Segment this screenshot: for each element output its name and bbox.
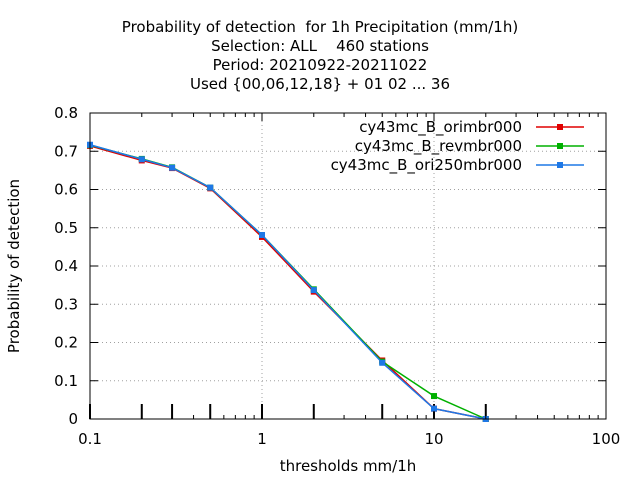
y-tick-label: 0.2 — [54, 334, 78, 352]
series-line-1 — [89, 145, 486, 420]
chart-title-line-2: Selection: ALL 460 stations — [211, 37, 429, 55]
x-tick-label: 0.1 — [78, 430, 102, 448]
y-tick-label: 0.4 — [54, 257, 78, 275]
series-point-3 — [169, 164, 176, 171]
legend-marker-3 — [557, 162, 563, 168]
x-tick-label: 100 — [592, 430, 621, 448]
y-tick-label: 0.7 — [54, 142, 78, 160]
chart-title-line-1: Probability of detection for 1h Precipit… — [121, 18, 519, 36]
y-tick-label: 0.3 — [54, 295, 78, 313]
grid — [90, 113, 606, 419]
legend: cy43mc_B_orimbr000cy43mc_B_revmbr000cy43… — [331, 118, 584, 175]
series-point-3 — [310, 287, 317, 294]
series-point-3 — [138, 156, 145, 163]
series-point-3 — [259, 232, 265, 239]
series-point-3 — [379, 359, 386, 366]
y-tick-label: 0.6 — [54, 181, 78, 199]
series-point-3 — [207, 184, 214, 191]
legend-label-1: cy43mc_B_orimbr000 — [359, 118, 522, 137]
chart-title-line-3: Period: 20210922-20211022 — [212, 56, 428, 74]
chart-title-line-4: Used {00,06,12,18} + 01 02 ... 36 — [189, 75, 451, 93]
series-point-3 — [431, 405, 437, 412]
series-line-3 — [89, 144, 486, 420]
x-tick-label: 1 — [257, 430, 267, 448]
x-axis-label: thresholds mm/1h — [280, 457, 417, 475]
x-tick-label: 10 — [424, 430, 443, 448]
y-tick-label: 0.5 — [54, 219, 78, 237]
legend-marker-1 — [557, 124, 563, 130]
y-tick-label: 0.8 — [54, 104, 78, 122]
legend-label-3: cy43mc_B_ori250mbr000 — [331, 156, 522, 175]
y-tick-label: 0.1 — [54, 372, 78, 390]
series-lines — [87, 141, 489, 422]
legend-marker-2 — [557, 143, 563, 149]
y-axis-label: Probability of detection — [5, 179, 23, 353]
legend-label-2: cy43mc_B_revmbr000 — [355, 137, 522, 156]
series-point-2 — [431, 393, 437, 400]
y-tick-label: 0 — [68, 410, 78, 428]
series-line-2 — [89, 144, 487, 420]
axes: 00.10.20.30.40.50.60.70.80.1 1 10 100 — [54, 104, 620, 448]
